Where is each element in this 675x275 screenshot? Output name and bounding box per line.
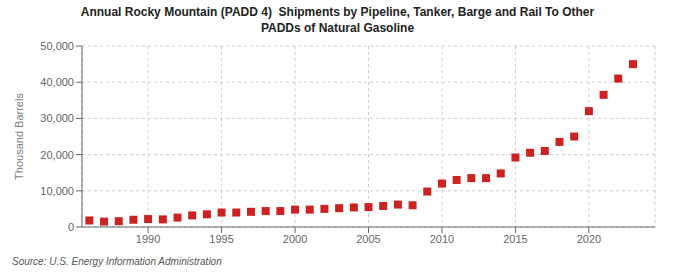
svg-text:Thousand Barrels: Thousand Barrels (13, 93, 25, 180)
svg-text:30,000: 30,000 (40, 112, 74, 124)
svg-text:2020: 2020 (577, 233, 601, 245)
svg-text:50,000: 50,000 (40, 40, 74, 52)
svg-text:2000: 2000 (283, 233, 307, 245)
svg-text:40,000: 40,000 (40, 76, 74, 88)
svg-text:0: 0 (68, 221, 74, 233)
html-text:PADDs of Natural Gasoline: PADDs of Natural Gasoline (260, 21, 415, 35)
svg-text:2015: 2015 (503, 233, 527, 245)
svg-text:2010: 2010 (430, 233, 454, 245)
svg-text:1990: 1990 (136, 233, 160, 245)
svg-text:2005: 2005 (356, 233, 380, 245)
html-text:Annual Rocky Mountain (PADD 4): Annual Rocky Mountain (PADD 4) Shipments… (80, 5, 595, 19)
svg-text:20,000: 20,000 (40, 149, 74, 161)
svg-text:1995: 1995 (209, 233, 233, 245)
html-text:Source: U.S. Energy Informatio: Source: U.S. Energy Information Administ… (12, 256, 222, 267)
svg-text:10,000: 10,000 (40, 185, 74, 197)
